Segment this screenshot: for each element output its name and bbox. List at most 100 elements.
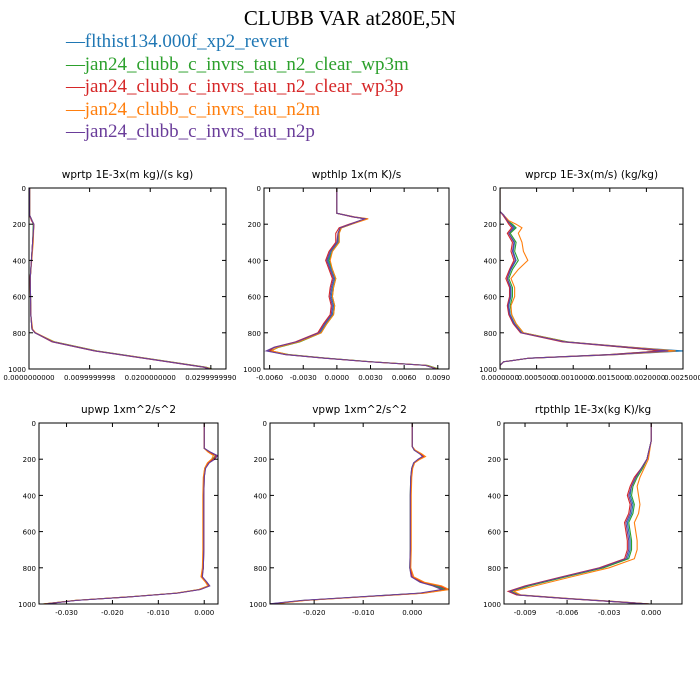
legend: — flthist134.000f_xp2_revert — jan24_club… [66, 31, 409, 144]
series-line [509, 423, 652, 604]
y-tick-label: 600 [488, 529, 501, 537]
series-line [500, 188, 662, 369]
series-line [43, 423, 217, 604]
y-tick-label: 200 [254, 456, 267, 464]
legend-item: — jan24_clubb_c_invrs_tau_n2_clear_wp3p [66, 76, 409, 99]
x-tick-label: -0.020 [101, 609, 124, 617]
x-tick-label: 0.000 [641, 609, 661, 617]
chart-panel: rtpthlp 1E-3x(kg K)/kg 0 200 400 600 800 1000 -… [483, 404, 683, 617]
series-line [270, 423, 449, 604]
legend-label: jan24_clubb_c_invrs_tau_n2_clear_wp3p [80, 76, 404, 97]
y-tick-label: 200 [13, 221, 26, 229]
y-tick-label: 400 [254, 492, 267, 500]
series-line [42, 423, 215, 604]
x-tick-label: 0.000 [402, 609, 422, 617]
series-line [29, 188, 213, 369]
y-tick-label: 1000 [249, 601, 267, 609]
x-tick-label: 0.0010000 [554, 374, 592, 382]
chart-panel: upwp 1xm^2/s^2 0 200 400 600 800 1000 -0.030 -0.… [18, 404, 219, 617]
series-line [270, 423, 447, 604]
legend-item: — jan24_clubb_c_invrs_tau_n2_clear_wp3m [66, 54, 409, 77]
y-tick-label: 800 [248, 330, 261, 338]
series-line [500, 188, 683, 369]
chart-title: upwp 1xm^2/s^2 [81, 404, 176, 416]
page-title: CLUBB VAR at280E,5N [243, 6, 457, 30]
plot-frame [499, 187, 684, 370]
legend-label: jan24_clubb_c_invrs_tau_n2m [80, 98, 321, 120]
x-tick-label: 0.0025000 [664, 374, 700, 382]
x-tick-label: 0.0000000000 [3, 374, 54, 382]
x-tick-label: -0.030 [55, 609, 78, 617]
series-line [270, 423, 444, 604]
plot-frame [269, 422, 450, 605]
y-tick-label: 600 [13, 294, 26, 302]
x-tick-label: 0.0020000 [627, 374, 665, 382]
series-line [43, 423, 218, 604]
legend-label: flthist134.000f_xp2_revert [80, 31, 289, 52]
x-tick-label: 0.0060 [392, 374, 417, 382]
y-tick-label: 800 [484, 330, 497, 338]
series-line [264, 188, 437, 369]
x-tick-label: 0.0005000 [518, 374, 556, 382]
y-tick-label: 200 [23, 456, 36, 464]
y-tick-label: 200 [484, 221, 497, 229]
x-tick-label: 0.0015000 [591, 374, 629, 382]
y-tick-label: 1000 [18, 601, 36, 609]
y-tick-label: 200 [488, 456, 501, 464]
y-tick-label: 1000 [483, 601, 501, 609]
y-tick-label: 0 [263, 420, 267, 428]
series-line [500, 188, 676, 369]
y-tick-label: 800 [488, 565, 501, 573]
plot-frame [503, 422, 683, 605]
x-tick-label: 0.0200000000 [125, 374, 176, 382]
chart-panel: wprcp 1E-3x(m/s) (kg/kg) 0 200 400 600 800 100… [479, 169, 700, 382]
y-tick-label: 600 [248, 294, 261, 302]
y-tick-label: 800 [13, 330, 26, 338]
chart-title: wprcp 1E-3x(m/s) (kg/kg) [525, 169, 658, 181]
x-tick-label: 0.0000000 [481, 374, 519, 382]
chart-title: vpwp 1xm^2/s^2 [312, 404, 407, 416]
x-tick-label: -0.020 [303, 609, 326, 617]
y-tick-label: 400 [484, 257, 497, 265]
y-tick-label: 1000 [8, 366, 26, 374]
series-line [29, 188, 211, 369]
series-line [500, 188, 662, 369]
series-line [508, 423, 652, 604]
chart-panel: wpthlp 1x(m K)/s 0 200 400 600 800 1000-0.0060… [243, 169, 450, 382]
series-line [270, 423, 447, 604]
x-tick-label: 0.0090 [426, 374, 451, 382]
series-line [43, 423, 217, 604]
series-line [500, 188, 669, 369]
y-tick-label: 0 [32, 420, 36, 428]
y-tick-label: 400 [13, 257, 26, 265]
y-tick-label: 800 [254, 565, 267, 573]
series-line [265, 188, 438, 369]
x-tick-label: -0.0030 [290, 374, 317, 382]
y-tick-label: 400 [248, 257, 261, 265]
series-line [506, 423, 652, 604]
chart-title: rtpthlp 1E-3x(kg K)/kg [535, 404, 651, 416]
legend-label: jan24_clubb_c_invrs_tau_n2p [80, 121, 315, 142]
chart-panel: vpwp 1xm^2/s^2 0 200 400 600 800 1000 -0.020 -0.… [249, 404, 450, 617]
y-tick-label: 800 [23, 565, 36, 573]
x-tick-label: 0.000 [194, 609, 214, 617]
y-tick-label: 0 [493, 185, 497, 193]
series-line [271, 423, 449, 604]
legend-label: jan24_clubb_c_invrs_tau_n2_clear_wp3m [80, 53, 409, 75]
x-tick-label: -0.003 [598, 609, 621, 617]
y-tick-label: 600 [484, 294, 497, 302]
y-tick-label: 0 [497, 420, 501, 428]
y-tick-label: 1000 [479, 366, 497, 374]
y-tick-label: 200 [248, 221, 261, 229]
x-tick-label: 0.0000 [325, 374, 350, 382]
legend-item: — flthist134.000f_xp2_revert [66, 31, 409, 54]
y-tick-label: 400 [23, 492, 36, 500]
chart-title: wprtp 1E-3x(m kg)/(s kg) [62, 169, 193, 181]
y-tick-label: 400 [488, 492, 501, 500]
series-line [512, 423, 652, 604]
plot-frame [28, 187, 227, 370]
y-tick-label: 0 [22, 185, 26, 193]
y-tick-label: 600 [254, 529, 267, 537]
